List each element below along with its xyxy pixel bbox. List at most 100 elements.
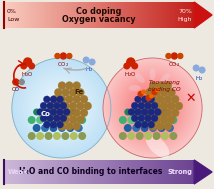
Polygon shape: [45, 160, 46, 184]
Polygon shape: [67, 2, 68, 28]
Polygon shape: [157, 160, 158, 184]
Polygon shape: [120, 160, 121, 184]
Polygon shape: [77, 2, 78, 28]
Polygon shape: [111, 2, 112, 28]
Polygon shape: [95, 2, 96, 28]
Polygon shape: [161, 160, 162, 184]
Polygon shape: [55, 160, 56, 184]
Polygon shape: [17, 160, 18, 184]
Polygon shape: [62, 2, 63, 28]
Polygon shape: [175, 2, 176, 28]
Circle shape: [142, 90, 146, 94]
Polygon shape: [6, 160, 7, 184]
Text: CO$_2$: CO$_2$: [168, 60, 181, 69]
Circle shape: [143, 98, 162, 118]
Circle shape: [46, 93, 76, 123]
Polygon shape: [52, 160, 53, 184]
Polygon shape: [40, 2, 41, 28]
Circle shape: [61, 116, 69, 124]
Text: 0%: 0%: [7, 9, 17, 14]
Polygon shape: [51, 2, 52, 28]
Circle shape: [75, 124, 83, 132]
Text: H₂O and CO binding to interfaces: H₂O and CO binding to interfaces: [19, 167, 163, 177]
Circle shape: [55, 108, 62, 115]
Polygon shape: [118, 2, 119, 28]
Circle shape: [151, 106, 155, 110]
Polygon shape: [100, 2, 101, 28]
Circle shape: [120, 75, 185, 141]
Polygon shape: [70, 2, 71, 28]
Circle shape: [15, 61, 108, 155]
Polygon shape: [136, 160, 137, 184]
Ellipse shape: [129, 85, 141, 91]
Circle shape: [48, 108, 55, 115]
Circle shape: [67, 53, 72, 59]
Circle shape: [13, 79, 19, 85]
Polygon shape: [13, 2, 14, 28]
Circle shape: [141, 124, 149, 132]
Circle shape: [58, 82, 66, 90]
Polygon shape: [30, 160, 31, 184]
Circle shape: [76, 88, 84, 96]
Circle shape: [140, 95, 165, 121]
Polygon shape: [101, 160, 102, 184]
Polygon shape: [24, 2, 25, 28]
Circle shape: [115, 70, 190, 146]
Polygon shape: [11, 2, 12, 28]
Ellipse shape: [160, 73, 170, 83]
Circle shape: [29, 75, 94, 141]
Polygon shape: [92, 160, 93, 184]
Circle shape: [76, 102, 84, 110]
Circle shape: [28, 74, 95, 142]
Polygon shape: [122, 160, 123, 184]
Polygon shape: [88, 160, 89, 184]
Circle shape: [124, 79, 181, 137]
Circle shape: [150, 105, 156, 111]
Circle shape: [124, 108, 131, 115]
Polygon shape: [194, 2, 212, 28]
Circle shape: [166, 53, 171, 59]
Polygon shape: [21, 2, 22, 28]
Circle shape: [160, 102, 168, 110]
Polygon shape: [46, 160, 47, 184]
Polygon shape: [34, 160, 35, 184]
Circle shape: [44, 90, 79, 126]
Polygon shape: [103, 2, 104, 28]
Circle shape: [129, 84, 176, 132]
Polygon shape: [83, 160, 84, 184]
Polygon shape: [117, 160, 118, 184]
Polygon shape: [35, 2, 36, 28]
Polygon shape: [176, 2, 177, 28]
Circle shape: [161, 132, 169, 140]
Circle shape: [21, 63, 27, 69]
Polygon shape: [108, 2, 109, 28]
Circle shape: [28, 132, 36, 140]
Polygon shape: [9, 160, 10, 184]
Polygon shape: [159, 160, 160, 184]
Polygon shape: [145, 2, 146, 28]
Polygon shape: [42, 2, 43, 28]
Polygon shape: [130, 2, 131, 28]
Polygon shape: [174, 160, 175, 184]
Text: H$_2$O: H$_2$O: [21, 70, 34, 79]
Polygon shape: [160, 2, 161, 28]
Circle shape: [119, 116, 127, 124]
Polygon shape: [89, 2, 90, 28]
Polygon shape: [113, 160, 114, 184]
Ellipse shape: [135, 93, 145, 103]
Polygon shape: [27, 160, 28, 184]
Polygon shape: [178, 2, 179, 28]
Circle shape: [131, 86, 174, 130]
Polygon shape: [150, 2, 151, 28]
Polygon shape: [170, 2, 171, 28]
Circle shape: [142, 97, 163, 119]
Circle shape: [37, 83, 86, 133]
Polygon shape: [28, 2, 29, 28]
Text: Fe: Fe: [75, 89, 84, 95]
Circle shape: [149, 82, 157, 90]
Polygon shape: [85, 160, 86, 184]
Polygon shape: [4, 160, 5, 184]
Polygon shape: [119, 160, 120, 184]
Polygon shape: [141, 2, 142, 28]
Circle shape: [37, 108, 44, 115]
